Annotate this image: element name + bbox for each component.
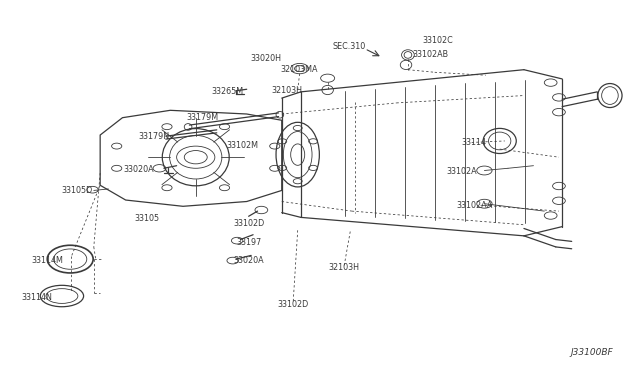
Text: 33114: 33114 bbox=[461, 138, 486, 147]
Text: 32103H: 32103H bbox=[329, 263, 360, 272]
Text: 33102C: 33102C bbox=[422, 36, 452, 45]
Text: J33100BF: J33100BF bbox=[570, 347, 613, 357]
Text: 33105: 33105 bbox=[134, 214, 159, 223]
Text: 33102D: 33102D bbox=[233, 219, 264, 228]
Text: 33179M: 33179M bbox=[186, 113, 218, 122]
Text: 33020H: 33020H bbox=[250, 54, 282, 63]
Text: 32103H: 32103H bbox=[271, 86, 302, 94]
Text: 33114N: 33114N bbox=[21, 293, 52, 302]
Text: 33197: 33197 bbox=[236, 238, 261, 247]
Text: 33114M: 33114M bbox=[31, 256, 63, 265]
Text: 33265M: 33265M bbox=[212, 87, 244, 96]
Text: 33105D: 33105D bbox=[61, 186, 92, 195]
Text: 33102M: 33102M bbox=[227, 141, 259, 150]
Text: 33179N: 33179N bbox=[139, 132, 170, 141]
Text: 33102D: 33102D bbox=[278, 300, 309, 310]
Text: 33102AA: 33102AA bbox=[456, 201, 492, 210]
Text: 32103MA: 32103MA bbox=[281, 65, 318, 74]
Text: 33102AB: 33102AB bbox=[412, 51, 449, 60]
Text: 33020A: 33020A bbox=[234, 256, 264, 265]
Text: 33020A: 33020A bbox=[123, 165, 154, 174]
Text: 33102A: 33102A bbox=[446, 167, 477, 176]
Text: SEC.310: SEC.310 bbox=[332, 42, 365, 51]
